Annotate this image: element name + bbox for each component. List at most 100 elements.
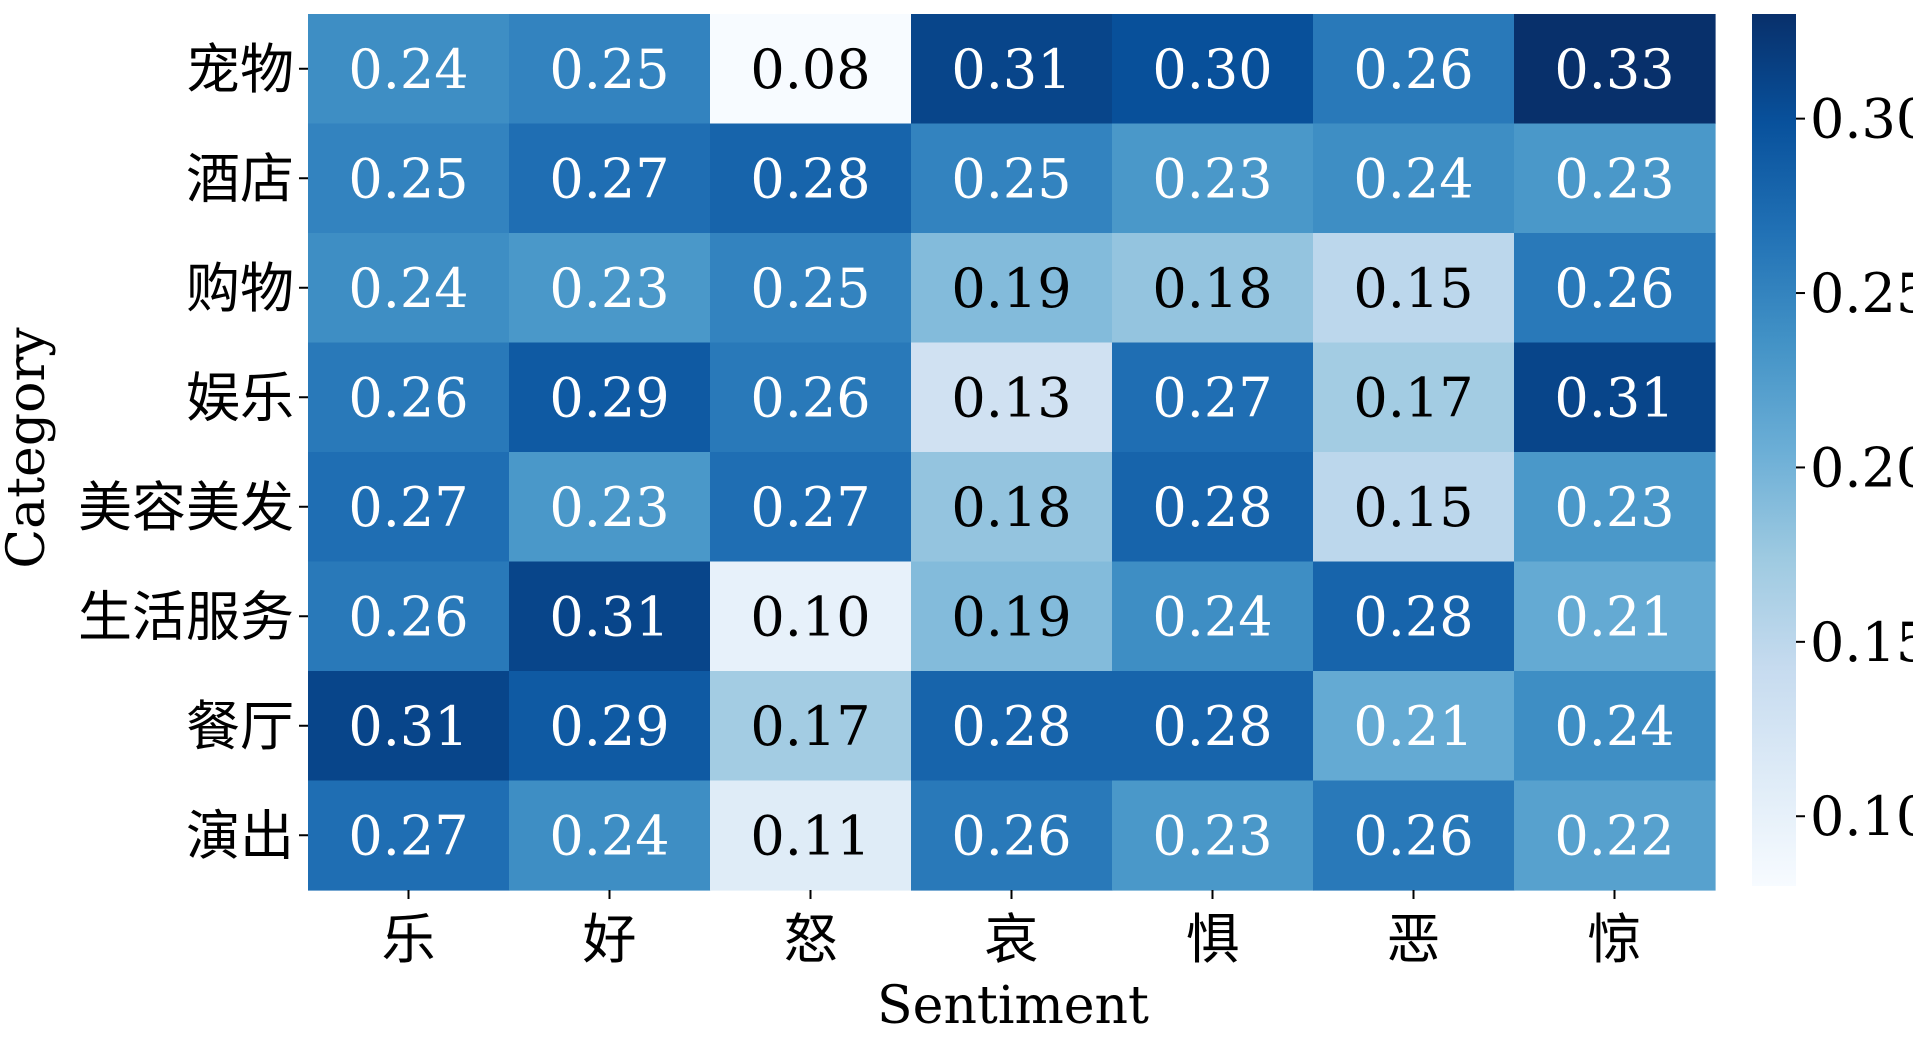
heatmap-cell (1514, 342, 1716, 453)
heatmap-cell (1112, 342, 1314, 453)
heatmap-cells (308, 14, 1716, 891)
cell-value-label: 0.25 (348, 147, 468, 210)
x-tick-label: 惧 (1186, 908, 1240, 971)
heatmap-cell (710, 780, 912, 891)
cell-value-label: 0.31 (1554, 366, 1674, 429)
y-tick-label: 宠物 (186, 38, 294, 101)
heatmap-cell (308, 233, 510, 344)
cell-value-label: 0.28 (1353, 585, 1473, 648)
x-tick-label: 恶 (1387, 908, 1441, 971)
cell-value-label: 0.26 (1554, 257, 1674, 320)
x-tick-label: 好 (583, 908, 637, 971)
heatmap-cell (509, 452, 711, 563)
heatmap-cell (1112, 452, 1314, 563)
cell-value-label: 0.08 (750, 38, 870, 101)
cell-value-label: 0.18 (1152, 257, 1272, 320)
cell-value-label: 0.29 (549, 695, 669, 758)
cell-value-label: 0.23 (1554, 476, 1674, 539)
heatmap-cell (911, 123, 1113, 234)
heatmap-cell (710, 342, 912, 453)
y-tick-label: 餐厅 (186, 695, 294, 758)
colorbar-tick-label: 0.15 (1810, 611, 1913, 674)
heatmap-cell (1313, 780, 1515, 891)
cell-value-label: 0.27 (750, 476, 870, 539)
heatmap-cell (710, 14, 912, 125)
cell-value-label: 0.30 (1152, 38, 1272, 101)
cell-value-label: 0.26 (348, 366, 468, 429)
colorbar: 0.10 0.15 0.20 0.25 0.30 (1752, 14, 1913, 886)
cell-value-label: 0.15 (1353, 476, 1473, 539)
heatmap-cell (911, 780, 1113, 891)
cell-value-label: 0.24 (1554, 695, 1674, 758)
y-tick-label: 生活服务 (78, 585, 294, 648)
cell-value-label: 0.26 (348, 585, 468, 648)
heatmap-cell (308, 342, 510, 453)
heatmap-cell (509, 671, 711, 782)
heatmap-cell (710, 561, 912, 672)
cell-value-label: 0.17 (750, 695, 870, 758)
cell-value-label: 0.27 (348, 476, 468, 539)
colorbar-tick-label: 0.30 (1810, 88, 1913, 151)
cell-value-label: 0.10 (750, 585, 870, 648)
heatmap-cell (1313, 452, 1515, 563)
heatmap-cell (308, 123, 510, 234)
heatmap-cell (911, 671, 1113, 782)
x-axis-title: Sentiment (877, 976, 1149, 1036)
cell-value-label: 0.31 (951, 38, 1071, 101)
cell-value-label: 0.25 (951, 147, 1071, 210)
cell-value-label: 0.28 (1152, 695, 1272, 758)
colorbar-gradient (1752, 14, 1796, 886)
cell-value-label: 0.27 (549, 147, 669, 210)
heatmap-cell (1514, 123, 1716, 234)
x-axis: 乐好怒哀惧恶惊 (382, 890, 1642, 971)
cell-value-label: 0.26 (1353, 38, 1473, 101)
heatmap-cell (1112, 14, 1314, 125)
colorbar-tick-label: 0.20 (1810, 436, 1913, 499)
heatmap-cell (1514, 14, 1716, 125)
cell-value-label: 0.31 (348, 695, 468, 758)
cell-value-label: 0.24 (549, 804, 669, 867)
heatmap-cell (1514, 452, 1716, 563)
heatmap-cell (1514, 671, 1716, 782)
heatmap-cell (1112, 780, 1314, 891)
heatmap-cell (308, 780, 510, 891)
heatmap-cell (911, 561, 1113, 672)
cell-value-label: 0.24 (348, 38, 468, 101)
heatmap-cell (1514, 233, 1716, 344)
heatmap-cell (1313, 671, 1515, 782)
heatmap-cell (1514, 780, 1716, 891)
heatmap-cell (710, 671, 912, 782)
cell-value-label: 0.29 (549, 366, 669, 429)
heatmap-cell (1112, 671, 1314, 782)
cell-value-label: 0.24 (1152, 585, 1272, 648)
cell-value-label: 0.23 (549, 257, 669, 320)
heatmap-cell (509, 123, 711, 234)
cell-value-label: 0.24 (1353, 147, 1473, 210)
x-tick-label: 惊 (1588, 908, 1642, 971)
colorbar-tick-label: 0.25 (1810, 262, 1913, 325)
heatmap-cell (509, 561, 711, 672)
heatmap-cell (911, 342, 1113, 453)
cell-value-label: 0.26 (750, 366, 870, 429)
cell-value-label: 0.23 (1152, 804, 1272, 867)
heatmap-cell (911, 14, 1113, 125)
colorbar-tick-label: 0.10 (1810, 785, 1913, 848)
heatmap-cell (911, 452, 1113, 563)
cell-value-label: 0.28 (1152, 476, 1272, 539)
y-axis-title: Category (0, 327, 57, 569)
cell-value-label: 0.21 (1554, 585, 1674, 648)
cell-value-label: 0.11 (750, 804, 870, 867)
cell-value-label: 0.31 (549, 585, 669, 648)
cell-value-label: 0.26 (1353, 804, 1473, 867)
cell-value-label: 0.25 (549, 38, 669, 101)
y-tick-label: 演出 (186, 804, 294, 867)
heatmap-cell (1112, 233, 1314, 344)
cell-value-label: 0.18 (951, 476, 1071, 539)
cell-value-label: 0.27 (348, 804, 468, 867)
cell-value-label: 0.33 (1554, 38, 1674, 101)
cell-value-label: 0.27 (1152, 366, 1272, 429)
heatmap-cell (509, 342, 711, 453)
y-tick-label: 娱乐 (186, 366, 294, 429)
